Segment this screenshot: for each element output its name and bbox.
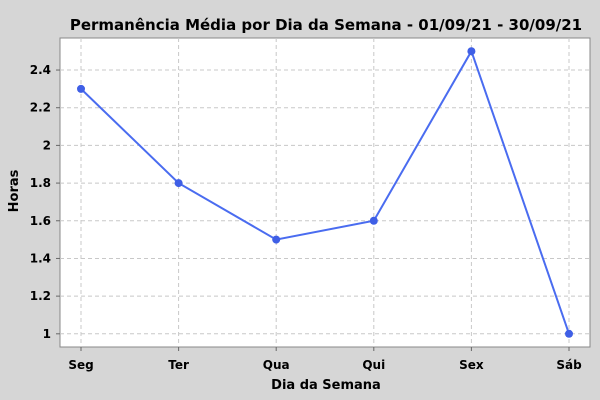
- plot-area: [59, 37, 591, 348]
- data-point: [174, 179, 183, 188]
- y-tick-label: 1.4: [30, 251, 51, 265]
- y-tick-label: 2: [43, 138, 51, 152]
- data-point: [467, 47, 476, 56]
- y-tick-label: 2.2: [30, 101, 51, 115]
- y-tick-label: 2.4: [30, 63, 51, 77]
- x-tick-label: Qua: [263, 358, 290, 372]
- chart-title: Permanência Média por Dia da Semana - 01…: [70, 16, 582, 34]
- series-line: [80, 48, 570, 335]
- y-tick-label: 1.6: [30, 214, 51, 228]
- data-point: [77, 84, 85, 93]
- x-tick-label: Qui: [362, 358, 385, 372]
- x-tick-label: Sex: [459, 358, 484, 372]
- data-point: [369, 216, 378, 225]
- y-tick-label: 1: [43, 327, 51, 341]
- series-layer: [77, 47, 573, 338]
- x-tick-label: Sáb: [556, 358, 582, 372]
- x-axis-label: Dia da Semana: [271, 378, 381, 393]
- tick-labels: 1 1.2 1.4 1.6 1.8 2 2.2 2.4 Seg Ter Qua Qui Sex Sáb: [30, 63, 582, 372]
- data-point: [272, 235, 281, 244]
- x-tick-label: Seg: [68, 358, 93, 372]
- x-tick-label: Ter: [168, 358, 189, 372]
- y-tick-label: 1.8: [30, 176, 51, 190]
- y-axis-label: Horas: [7, 169, 22, 212]
- y-tick-label: 1.2: [30, 289, 51, 303]
- axes: [56, 69, 570, 351]
- data-point: [565, 329, 573, 338]
- grid-lines: [60, 38, 590, 347]
